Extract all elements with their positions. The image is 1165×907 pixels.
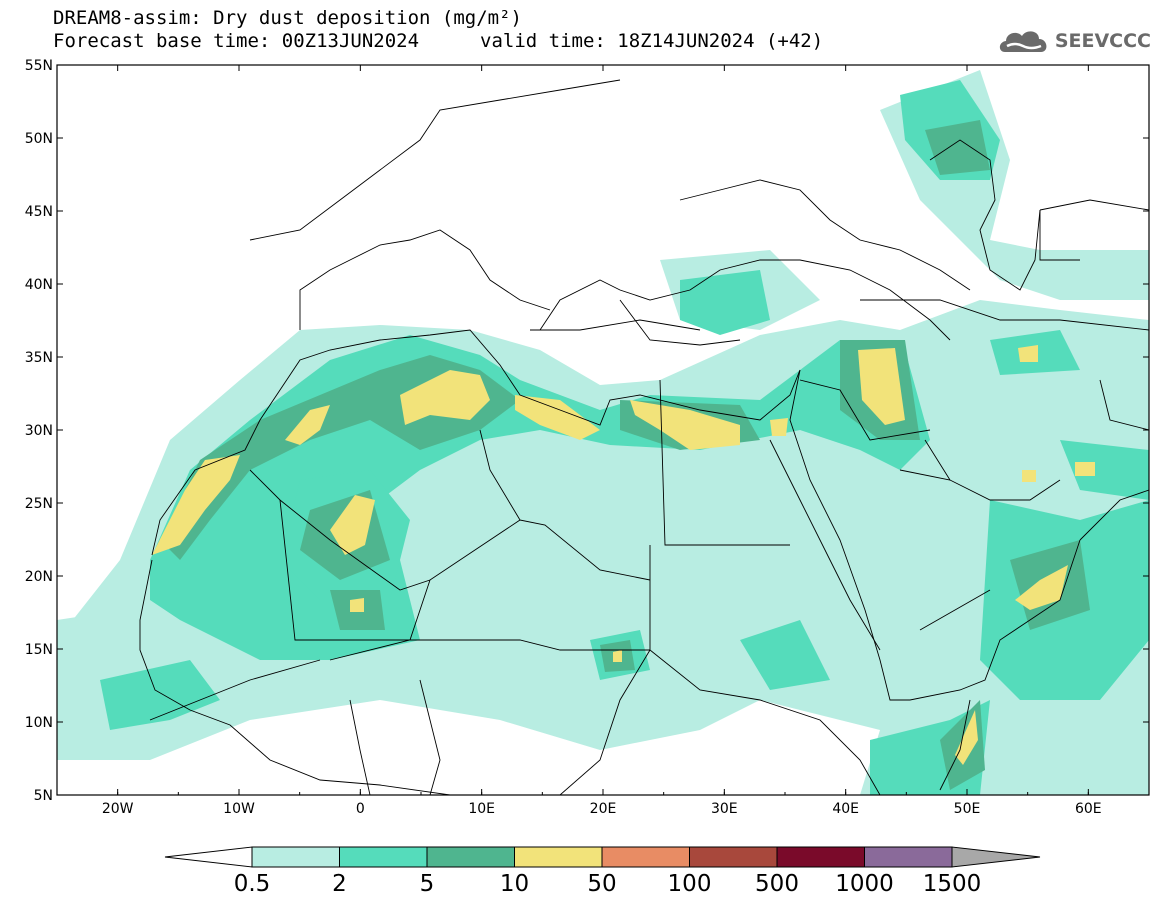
lat-label: 35N	[25, 350, 53, 366]
colorbar-label: 5	[420, 871, 435, 897]
forecast-base-time: Forecast base time: 00Z13JUN2024	[53, 30, 420, 52]
dust-level-10	[152, 345, 1095, 765]
colorbar-max-arrow	[951, 846, 1041, 868]
colorbar-label: 0.5	[234, 871, 271, 897]
map-title: DREAM8-assim: Dry dust deposition (mg/m²…	[53, 7, 522, 29]
lon-label: 20W	[102, 801, 134, 817]
lat-label: 15N	[25, 642, 53, 658]
colorbar: 0.5 2 5 10 50 100 500 1000 1500	[164, 846, 1041, 897]
colorbar-label: 2	[332, 871, 347, 897]
longitude-axis: 20W 10W 0 10E 20E 30E 40E 50E 60E	[56, 65, 1150, 817]
lon-label: 60E	[1075, 801, 1102, 817]
lon-label: 20E	[590, 801, 617, 817]
colorbar-label: 1000	[835, 871, 894, 897]
latitude-axis: 55N 50N 45N 40N 35N 30N 25N 20N 15N 10N 5N	[25, 58, 1149, 804]
lon-label: 10E	[468, 801, 495, 817]
valid-time: valid time: 18Z14JUN2024 (+42)	[480, 30, 824, 52]
lat-label: 45N	[25, 204, 53, 220]
seevccc-logo: SEEVCCC	[997, 26, 1151, 56]
colorbar-label: 50	[587, 871, 616, 897]
colorbar-min-arrow	[164, 846, 253, 868]
lat-label: 25N	[25, 496, 53, 512]
lon-label: 0	[356, 801, 365, 817]
lat-label: 10N	[25, 715, 53, 731]
colorbar-box	[601, 846, 690, 868]
lon-label: 30E	[711, 801, 738, 817]
lon-label: 50E	[954, 801, 981, 817]
cloud-icon	[999, 31, 1047, 52]
lat-label: 50N	[25, 131, 53, 147]
colorbar-box	[426, 846, 515, 868]
logo-text: SEEVCCC	[1054, 30, 1151, 52]
colorbar-box	[251, 846, 340, 868]
colorbar-box	[339, 846, 428, 868]
lat-label: 5N	[34, 788, 53, 804]
colorbar-label: 100	[668, 871, 712, 897]
colorbar-box	[514, 846, 603, 868]
lat-label: 20N	[25, 569, 53, 585]
colorbar-label: 1500	[923, 871, 982, 897]
lat-label: 55N	[25, 58, 53, 74]
colorbar-box	[689, 846, 778, 868]
colorbar-box	[776, 846, 865, 868]
colorbar-label: 500	[755, 871, 799, 897]
colorbar-label: 10	[500, 871, 529, 897]
coastlines-and-borders	[139, 79, 1149, 795]
colorbar-box	[864, 846, 953, 868]
lat-label: 30N	[25, 423, 53, 439]
lat-label: 40N	[25, 277, 53, 293]
lon-label: 40E	[832, 801, 859, 817]
dust-deposition-field	[57, 70, 1149, 795]
lon-label: 10W	[223, 801, 255, 817]
